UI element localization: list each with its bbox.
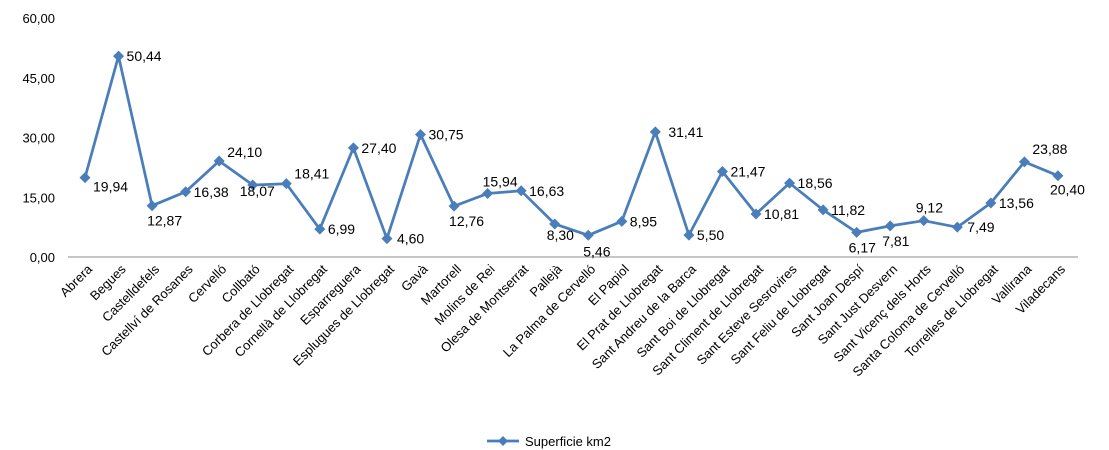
data-label: 20,40 (1050, 182, 1085, 198)
data-label: 16,38 (194, 184, 229, 200)
data-label: 15,94 (483, 174, 518, 190)
data-point (851, 226, 863, 238)
data-point (448, 200, 460, 212)
data-point (515, 185, 527, 197)
data-label: 13,56 (999, 195, 1034, 211)
data-point (180, 186, 192, 198)
data-label: 31,41 (668, 124, 703, 140)
data-label: 19,94 (93, 179, 128, 195)
data-label: 12,87 (147, 213, 182, 229)
data-label: 7,81 (882, 233, 909, 249)
data-label: 5,50 (697, 227, 724, 243)
data-label: 18,56 (798, 175, 833, 191)
data-point (683, 229, 695, 241)
data-point (113, 50, 125, 62)
legend-marker (498, 436, 508, 446)
data-label: 7,49 (967, 219, 994, 235)
data-label: 8,95 (630, 213, 657, 229)
data-point (750, 208, 762, 220)
data-point (1018, 156, 1030, 168)
data-label: 24,10 (227, 144, 262, 160)
data-point (985, 197, 997, 209)
data-point (649, 126, 661, 138)
data-point (1052, 170, 1064, 182)
data-label: 6,17 (849, 239, 876, 255)
data-label: 10,81 (764, 206, 799, 222)
data-point (817, 204, 829, 216)
legend: Superficie km2 (487, 434, 611, 449)
data-point (582, 229, 594, 241)
data-label: 6,99 (328, 221, 355, 237)
data-point (415, 129, 426, 141)
legend-entry: Superficie km2 (525, 434, 611, 449)
y-tick-label: 30,00 (22, 131, 55, 146)
data-label: 50,44 (127, 48, 162, 64)
data-point (347, 142, 359, 154)
data-point (247, 179, 259, 191)
data-point (482, 188, 494, 200)
data-point (213, 155, 225, 167)
data-point (884, 220, 896, 232)
data-label: 23,88 (1032, 141, 1067, 157)
y-axis: 0,00 15,00 30,00 45,00 60,00 (22, 11, 55, 265)
data-point (146, 200, 158, 212)
data-point (616, 215, 628, 227)
data-point (381, 233, 393, 245)
data-label: 16,63 (529, 183, 564, 199)
data-label: 11,82 (831, 202, 865, 218)
data-label: 9,12 (916, 200, 943, 216)
data-point (79, 172, 91, 184)
data-label: 4,60 (397, 231, 424, 247)
data-label: 12,76 (449, 213, 484, 229)
data-point (314, 223, 326, 235)
series-line (83, 54, 1059, 241)
data-label: 18,41 (294, 166, 329, 182)
data-point (951, 221, 963, 233)
data-point (716, 165, 728, 177)
data-labels: 19,94 50,44 12,87 16,38 24,10 18,07 18,41 6,99 2… (93, 48, 1085, 259)
data-label: 8,30 (547, 227, 574, 243)
data-label: 18,07 (240, 183, 275, 199)
data-label: 21,47 (730, 163, 765, 179)
data-label: 27,40 (361, 140, 396, 156)
data-point (784, 177, 796, 189)
data-point (918, 215, 930, 227)
y-tick-label: 60,00 (22, 11, 55, 26)
y-tick-label: 0,00 (30, 250, 55, 265)
data-label: 30,75 (429, 127, 464, 143)
series-superficie (79, 50, 1064, 245)
data-point (280, 178, 292, 190)
data-label: 5,46 (583, 243, 610, 259)
data-point (549, 218, 561, 230)
y-tick-label: 45,00 (22, 71, 55, 86)
y-tick-label: 15,00 (22, 190, 55, 205)
